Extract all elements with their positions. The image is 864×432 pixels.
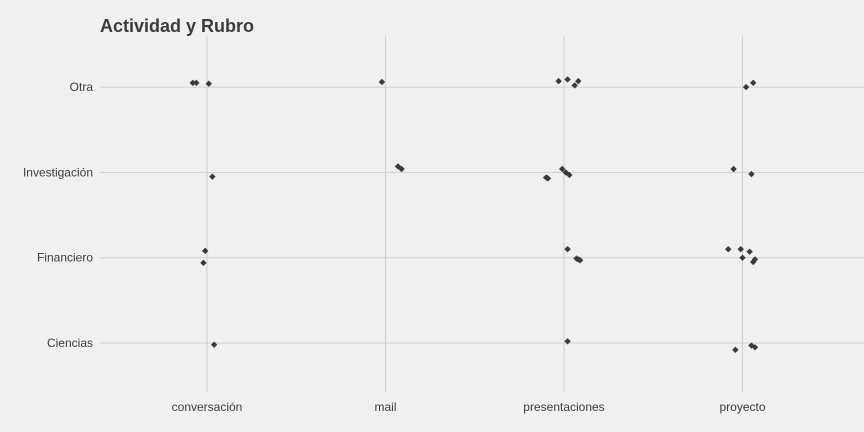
data-point-10 [750,79,757,87]
x-tick-label-presentaciones: presentaciones [523,400,604,414]
data-point-26 [575,256,582,263]
x-tick-label-mail: mail [374,400,396,414]
data-point-19 [730,165,737,173]
data-point-30 [739,254,746,261]
data-point-4 [378,78,386,86]
data-point-5 [555,77,562,85]
data-point-13 [398,165,405,173]
data-point-15 [544,175,552,182]
data-point-29 [746,248,753,255]
grid [100,36,864,392]
y-axis: Ciencias Financiero Investigación Otra [23,80,93,350]
x-tick-label-conversacion: conversación [172,400,243,414]
chart-title: Actividad y Rubro [100,16,254,36]
data-point-22 [200,259,207,267]
data-point-34 [564,338,571,345]
data-point-20 [748,170,755,178]
data-point-18 [566,171,573,179]
data-point-8 [575,77,582,85]
data-point-2 [193,79,200,87]
data-point-3 [205,80,212,87]
x-tick-label-proyecto: proyecto [719,400,765,414]
data-point-21 [202,247,209,255]
data-point-11 [209,173,216,180]
data-point-23 [564,245,571,253]
data-point-16 [559,165,566,173]
data-point-28 [737,245,744,253]
data-point-33 [210,341,218,348]
data-point-35 [732,346,739,354]
points [189,76,759,354]
data-point-36 [748,342,755,349]
data-point-17 [562,169,569,176]
y-tick-label-ciencias: Ciencias [47,336,93,350]
x-axis: conversación mail presentaciones proyecto [172,400,766,414]
data-point-27 [725,245,732,253]
data-point-37 [751,344,759,351]
data-point-6 [564,76,571,83]
data-point-1 [189,79,196,87]
data-point-32 [750,258,757,266]
data-point-9 [742,83,750,91]
y-tick-label-otra: Otra [70,80,94,94]
data-point-7 [571,82,578,89]
y-tick-label-financiero: Financiero [37,251,93,265]
y-tick-label-investigacion: Investigación [23,165,93,179]
